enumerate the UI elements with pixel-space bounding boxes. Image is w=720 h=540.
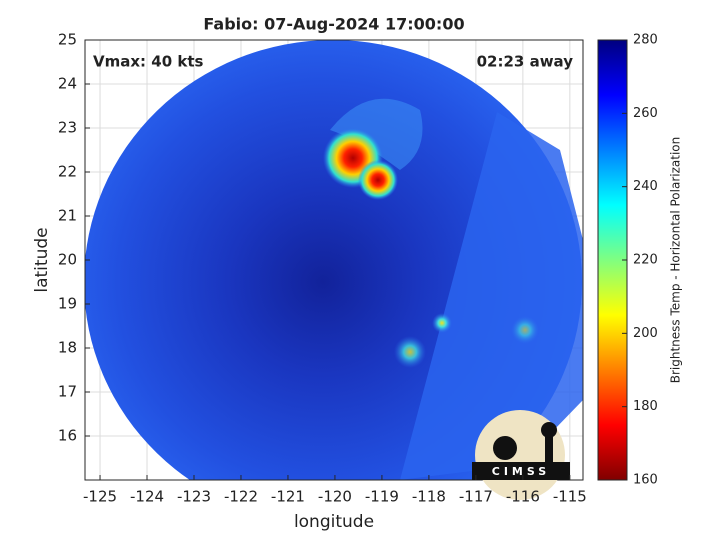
y-tick-label: 24 — [58, 75, 77, 93]
x-tick-label: -121 — [271, 488, 305, 506]
y-tick-label: 18 — [58, 339, 77, 357]
x-tick-label: -118 — [412, 488, 446, 506]
x-axis-label: longitude — [294, 512, 374, 532]
colorbar-tick-label: 280 — [633, 33, 658, 48]
logo: CIMSS — [472, 410, 570, 500]
colorbar-tick-label: 160 — [633, 473, 658, 488]
colorbar-tick-label: 180 — [633, 399, 658, 414]
y-tick-label: 21 — [58, 207, 77, 225]
x-tick-label: -124 — [130, 488, 164, 506]
y-tick-label: 19 — [58, 295, 77, 313]
x-tick-label: -122 — [224, 488, 258, 506]
colorbar-label: Brightness Temp - Horizontal Polarizatio… — [669, 137, 683, 384]
satellite-image — [85, 40, 583, 480]
y-tick-label: 20 — [58, 251, 77, 269]
chart-title: Fabio: 07-Aug-2024 17:00:00 — [203, 15, 464, 34]
x-tick-label: -120 — [318, 488, 352, 506]
x-tick-label: -117 — [459, 488, 493, 506]
y-tick-label: 22 — [58, 163, 77, 181]
y-tick-label: 25 — [58, 31, 77, 49]
annotation: 02:23 away — [477, 53, 574, 71]
y-axis-label: latitude — [32, 227, 52, 292]
x-tick-label: -123 — [177, 488, 211, 506]
x-tick-label: -115 — [553, 488, 587, 506]
y-tick-label: 23 — [58, 119, 77, 137]
y-tick-label: 16 — [58, 427, 77, 445]
logo-text: CIMSS — [492, 465, 550, 478]
colorbar-tick-label: 260 — [633, 106, 658, 121]
y-tick-label: 17 — [58, 383, 77, 401]
annotation: Vmax: 40 kts — [93, 53, 203, 71]
colorbar-tick-label: 220 — [633, 253, 658, 268]
colorbar-tick-label: 240 — [633, 179, 658, 194]
x-tick-label: -119 — [365, 488, 399, 506]
x-tick-label: -125 — [83, 488, 117, 506]
x-tick-label: -116 — [506, 488, 540, 506]
colorbar-tick-label: 200 — [633, 326, 658, 341]
